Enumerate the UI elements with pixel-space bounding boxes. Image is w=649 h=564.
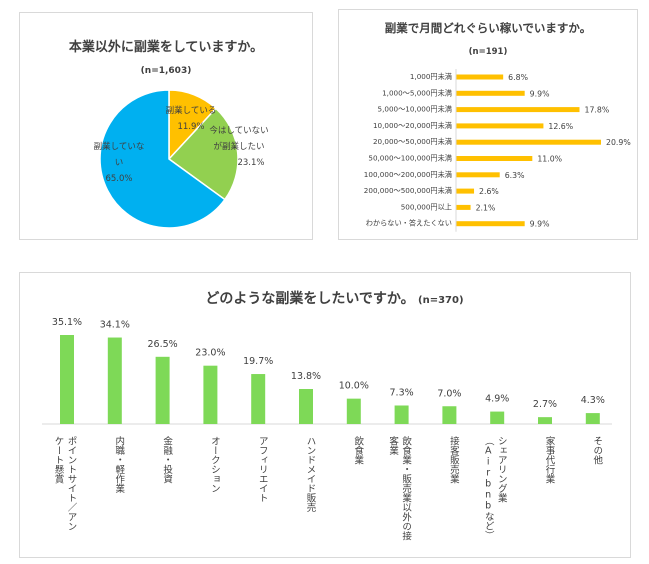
- side-job-bar: [107, 337, 122, 424]
- side-job-bar: [538, 417, 552, 424]
- income-bar: [456, 74, 504, 80]
- side-job-value-label: 7.0%: [437, 388, 461, 399]
- income-value-label: 2.1%: [476, 203, 496, 212]
- side-job-category-label: 飲食業・販売業以外の接: [400, 435, 412, 541]
- side-job-category-label: 接客販売業: [448, 435, 460, 484]
- income-chart-panel: 副業で月間どれぐらい稼いでいますか。 (n=191) 1,000円未満 6.8% 1…: [338, 9, 638, 240]
- side-job-bar: [490, 411, 505, 424]
- side-job-category-label: 客業: [387, 435, 399, 456]
- income-bar: [456, 123, 544, 129]
- pie-slice-value-label: 11.9%: [177, 122, 204, 132]
- income-bar: [456, 139, 601, 145]
- side-job-bar: [203, 365, 218, 424]
- pie-slice-category-label: い: [115, 158, 124, 168]
- side-job-category-label: その他: [591, 436, 603, 465]
- side-job-type-chart-title: どのような副業をしたいですか。: [205, 290, 414, 307]
- side-job-category-label: ポイントサイト／アン: [66, 436, 78, 531]
- side-job-value-label: 19.7%: [243, 356, 273, 367]
- income-category-label: 10,000～20,000円未満: [373, 121, 452, 130]
- income-category-label: 1,000円未満: [410, 72, 452, 81]
- pie-chart-subtitle: (n=1,603): [141, 66, 192, 76]
- side-job-bar: [442, 406, 457, 424]
- income-value-label: 20.9%: [606, 138, 631, 147]
- side-job-type-bar-chart: どのような副業をしたいですか。 (n=370) 35.1% ポイントサイト／アンケ…: [42, 290, 612, 541]
- pie-slice-category-label: が副業したい: [213, 141, 264, 152]
- side-job-value-label: 7.3%: [390, 387, 414, 398]
- side-job-value-label: 4.9%: [485, 394, 509, 405]
- side-job-bar: [155, 356, 170, 424]
- side-job-category-label: 金融・投資: [161, 435, 173, 484]
- side-job-bar: [60, 335, 74, 424]
- side-job-bar: [299, 389, 313, 424]
- income-category-label: 50,000～100,000円未満: [368, 154, 452, 163]
- pie-slice-category-label: 副業していな: [94, 141, 145, 152]
- pie-slice: [167, 107, 239, 201]
- income-value-label: 6.3%: [505, 171, 525, 180]
- income-value-label: 2.6%: [479, 187, 499, 196]
- income-category-label: 5,000～10,000円未満: [378, 105, 452, 114]
- side-job-category-label: 内職・軽作業: [113, 435, 125, 494]
- side-job-category-label: ケート懸賞: [53, 436, 65, 484]
- income-category-label: 1,000～5,000円未満: [382, 88, 452, 97]
- side-job-value-label: 10.0%: [339, 381, 369, 392]
- side-job-bar: [251, 374, 266, 424]
- pie-chart-title: 本業以外に副業をしていますか。: [69, 39, 263, 55]
- income-bar: [456, 156, 533, 161]
- side-job-value-label: 23.0%: [195, 348, 225, 359]
- side-job-category-label: 家事代行業: [544, 435, 556, 484]
- pie-slice-value-label: 65.0%: [105, 174, 132, 184]
- income-value-label: 17.8%: [584, 106, 609, 115]
- income-bar: [456, 172, 500, 178]
- side-job-type-chart-subtitle: (n=370): [418, 295, 464, 306]
- income-category-label: わからない・答えたくない: [366, 219, 452, 228]
- pie-chart-panel: 本業以外に副業をしていますか。 (n=1,603) 副業している 11.9% 今はし…: [19, 12, 313, 240]
- side-job-category-label: シェアリング業: [496, 436, 508, 503]
- income-category-label: 500,000円以上: [401, 202, 452, 211]
- side-job-category-label: オークション: [209, 436, 221, 493]
- side-job-category-label: アフィリエイト: [257, 436, 269, 503]
- income-category-label: 20,000～50,000円未満: [373, 137, 452, 146]
- side-job-category-label: 飲食業: [352, 435, 364, 465]
- side-job-bar: [585, 413, 600, 424]
- pie-chart: 本業以外に副業をしていますか。 (n=1,603) 副業している 11.9% 今はし…: [69, 39, 269, 229]
- income-value-label: 9.9%: [530, 89, 550, 98]
- side-job-value-label: 13.8%: [291, 371, 321, 382]
- side-job-value-label: 2.7%: [533, 399, 557, 410]
- income-value-label: 11.0%: [537, 155, 562, 164]
- side-job-bar: [394, 405, 409, 424]
- income-bar: [456, 221, 525, 227]
- income-chart-subtitle: (n=191): [469, 47, 508, 57]
- income-bar: [456, 90, 525, 96]
- income-value-label: 12.6%: [548, 122, 573, 131]
- income-value-label: 9.9%: [530, 220, 550, 229]
- income-category-label: 200,000～500,000円未満: [364, 186, 452, 195]
- side-job-value-label: 35.1%: [52, 317, 82, 328]
- income-chart-title: 副業で月間どれぐらい稼いでいますか。: [385, 21, 591, 35]
- income-value-label: 6.8%: [508, 73, 528, 82]
- side-job-type-chart-panel: どのような副業をしたいですか。 (n=370) 35.1% ポイントサイト／アンケ…: [19, 272, 631, 558]
- pie-slice-category-label: 今はしていない: [209, 125, 268, 136]
- side-job-value-label: 26.5%: [148, 339, 178, 350]
- income-category-label: 100,000～200,000円未満: [364, 170, 452, 179]
- side-job-value-label: 34.1%: [100, 320, 130, 331]
- income-bar: [456, 204, 471, 210]
- side-job-value-label: 4.3%: [581, 395, 605, 406]
- side-job-bar: [346, 398, 361, 424]
- income-bar-chart: 副業で月間どれぐらい稼いでいますか。 (n=191) 1,000円未満 6.8% 1…: [364, 21, 631, 232]
- income-bar: [456, 107, 580, 113]
- pie-slice-category-label: 副業している: [166, 105, 217, 116]
- income-bar: [456, 188, 475, 194]
- pie-slice: [99, 89, 226, 229]
- side-job-category-label: ハンドメイド販売: [305, 436, 317, 513]
- pie-slice-value-label: 23.1%: [237, 158, 264, 168]
- side-job-category-label: （Airbnbなど）: [483, 436, 495, 540]
